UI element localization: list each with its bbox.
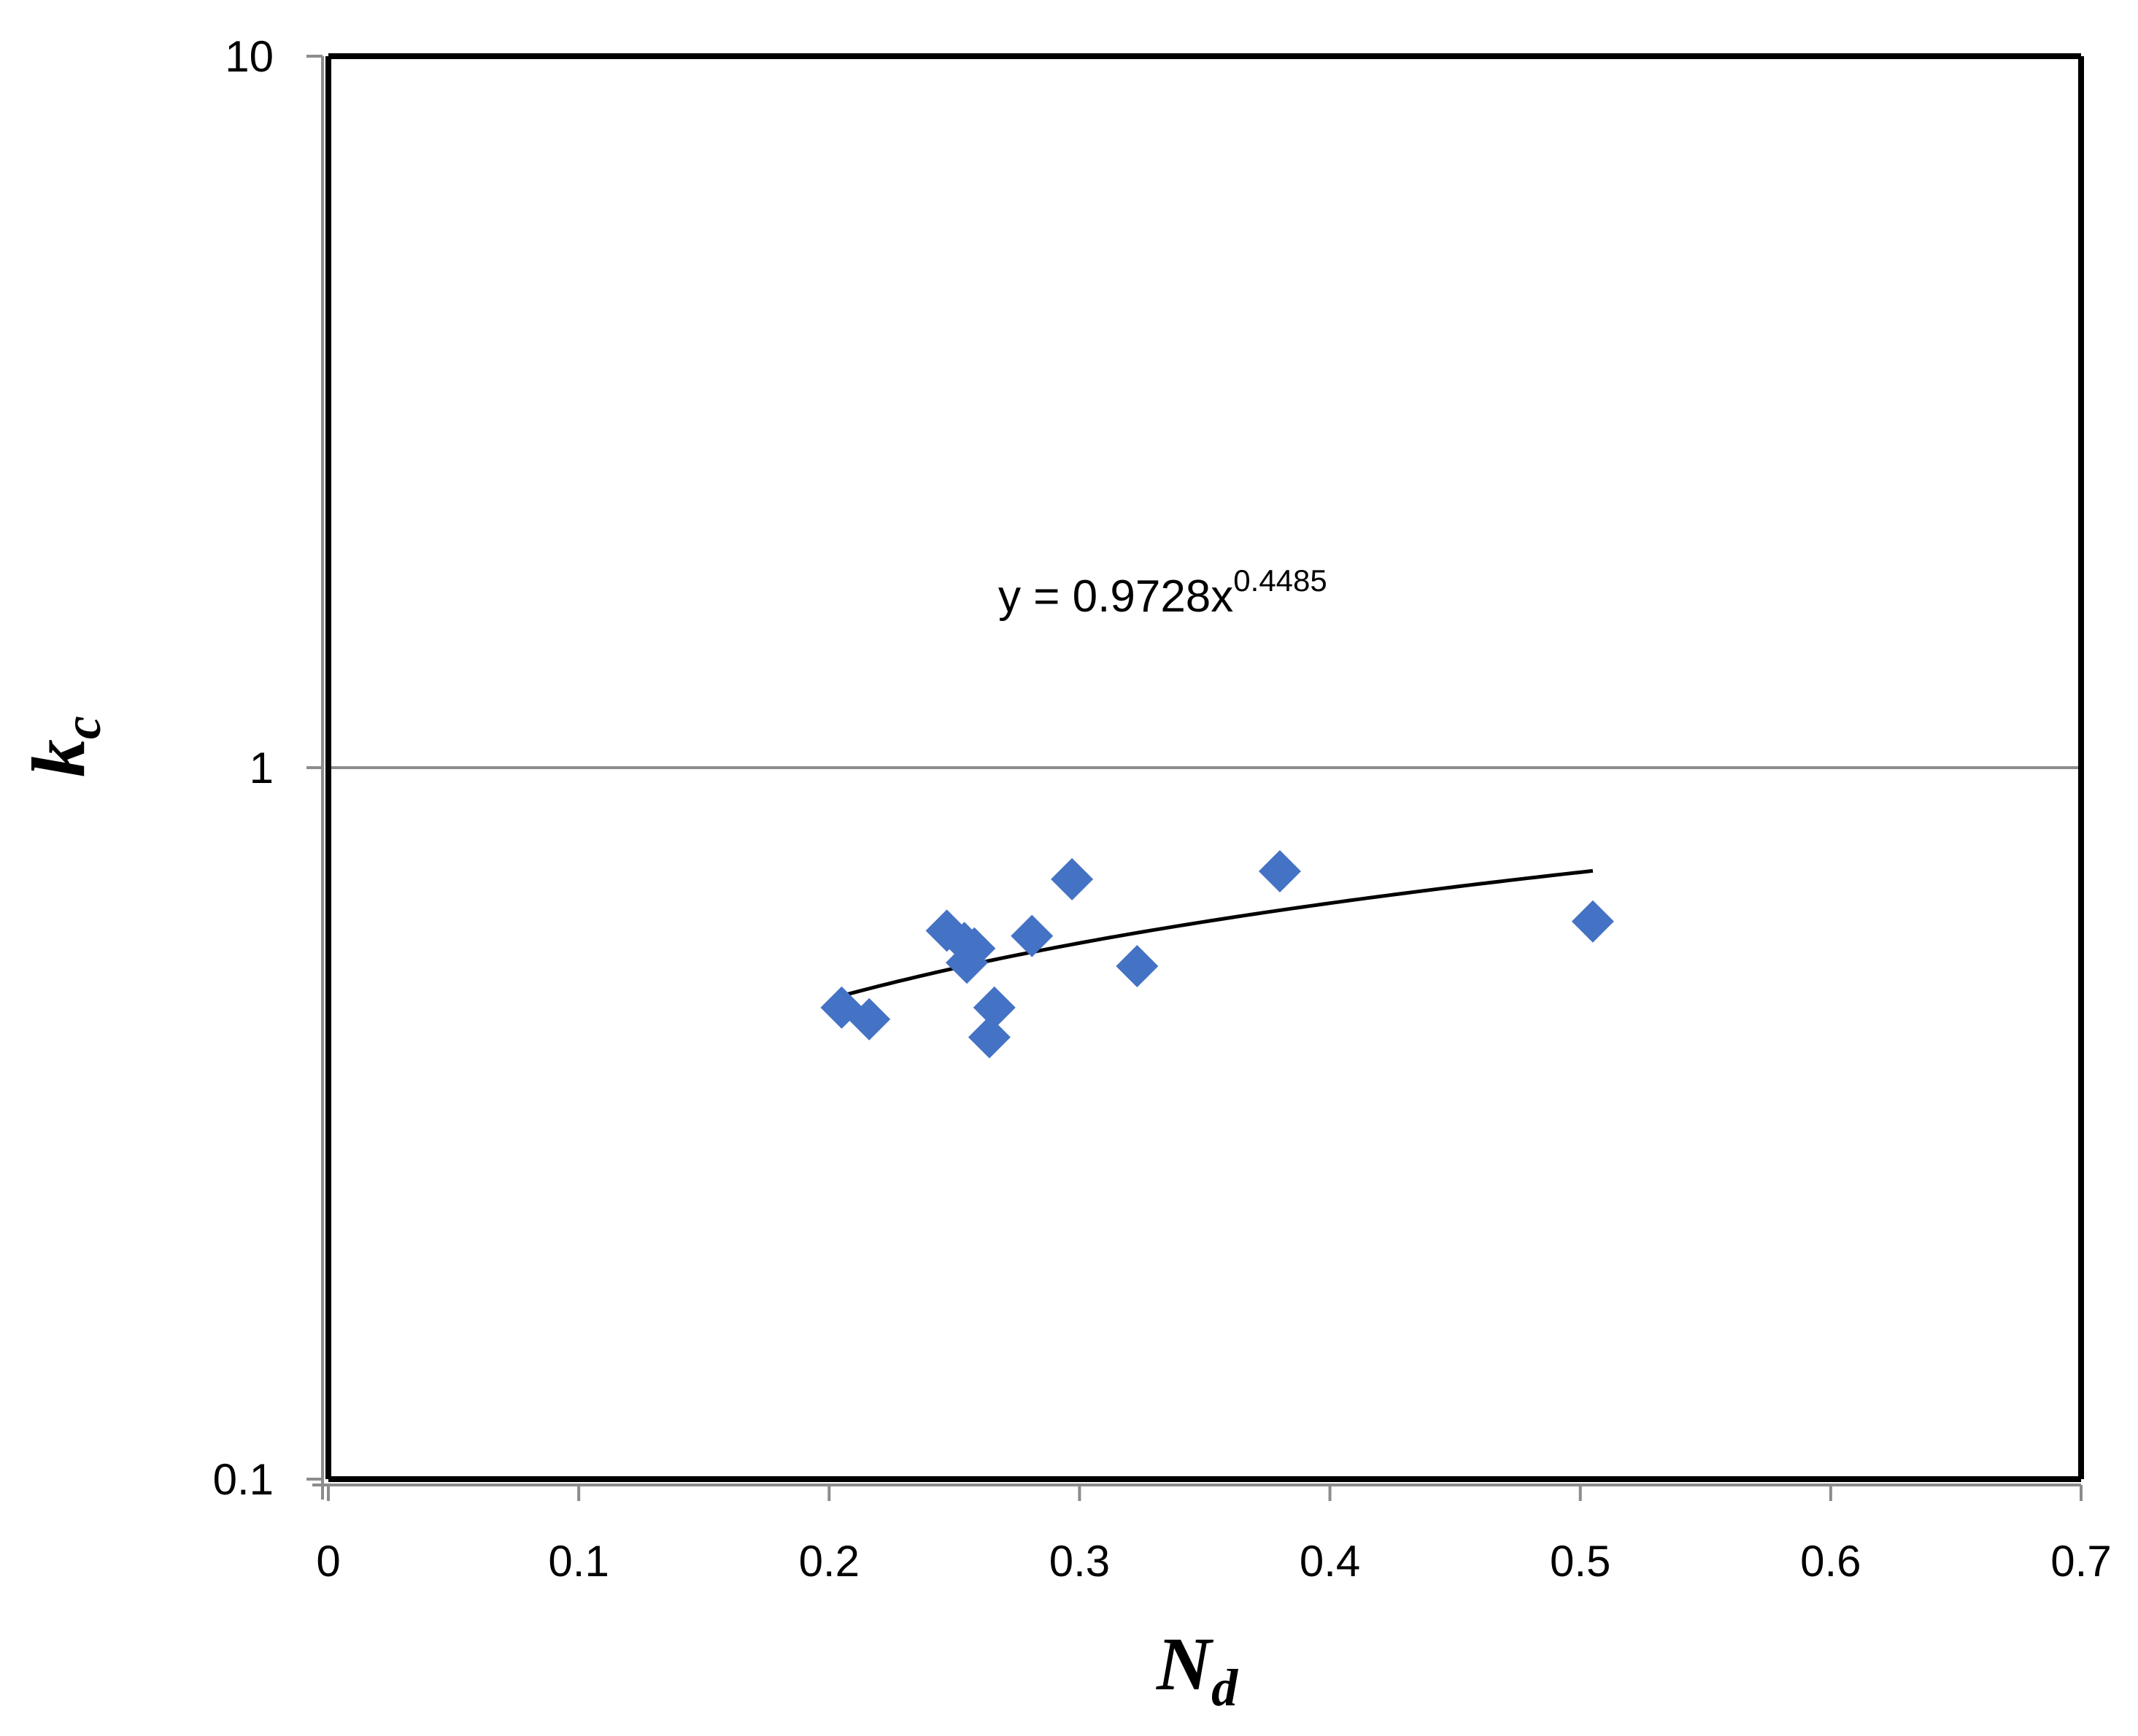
data-point bbox=[1258, 850, 1301, 893]
data-point bbox=[973, 986, 1016, 1029]
trendline-equation-base: y = 0.9728x bbox=[998, 571, 1233, 622]
axes bbox=[312, 53, 2084, 1500]
y-tick-label: 1 bbox=[250, 744, 274, 792]
y-axis-ticks: 0.1 1 10 bbox=[213, 32, 323, 1504]
x-axis-title-main: N bbox=[1156, 1622, 1214, 1706]
trendline-equation: y = 0.9728x0.4485 bbox=[998, 563, 1327, 622]
x-tick-label: 0.1 bbox=[548, 1537, 609, 1586]
x-axis-ticks: 0 0.1 0.2 0.3 0.4 0.5 0.6 0.7 bbox=[316, 1485, 2112, 1586]
data-point bbox=[946, 941, 989, 984]
x-tick-label: 0.2 bbox=[799, 1537, 860, 1586]
data-point bbox=[1051, 857, 1094, 900]
x-tick-label: 0.7 bbox=[2050, 1537, 2111, 1586]
data-point bbox=[1011, 914, 1054, 957]
y-axis-title: kc bbox=[17, 716, 112, 777]
x-tick-label: 0.6 bbox=[1800, 1537, 1861, 1586]
y-axis-title-sub: c bbox=[53, 716, 112, 739]
x-axis-title: Nd bbox=[1156, 1622, 1238, 1717]
x-axis-title-sub: d bbox=[1211, 1659, 1238, 1717]
y-tick-label: 10 bbox=[225, 32, 274, 81]
data-point bbox=[1116, 945, 1159, 988]
x-tick-label: 0.5 bbox=[1550, 1537, 1610, 1586]
y-tick-label: 0.1 bbox=[213, 1455, 274, 1504]
data-points bbox=[820, 850, 1614, 1059]
data-point bbox=[1571, 900, 1614, 943]
x-tick-label: 0.4 bbox=[1300, 1537, 1360, 1586]
x-tick-label: 0.3 bbox=[1049, 1537, 1110, 1586]
trendline-equation-exponent: 0.4485 bbox=[1233, 563, 1327, 598]
x-tick-label: 0 bbox=[316, 1537, 340, 1586]
data-point bbox=[968, 1016, 1011, 1059]
data-point bbox=[848, 998, 891, 1041]
y-axis-title-main: k bbox=[17, 739, 101, 777]
